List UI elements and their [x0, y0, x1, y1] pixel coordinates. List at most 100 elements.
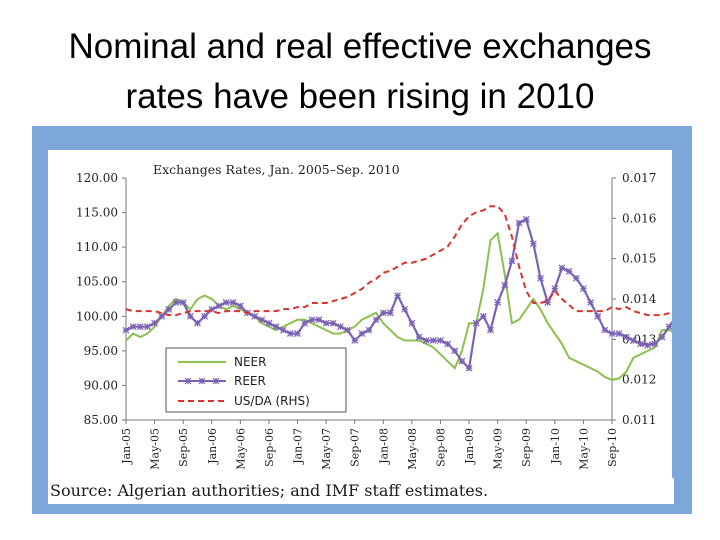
- reer-point: [422, 337, 430, 344]
- left-tick-label: 105.00: [76, 275, 118, 289]
- left-tick-label: 100.00: [76, 309, 118, 323]
- reer-point: [215, 302, 223, 310]
- reer-point: [437, 337, 444, 344]
- reer-point: [487, 326, 494, 334]
- x-tick-label: May-06: [234, 428, 247, 470]
- reer-point: [508, 257, 516, 265]
- legend-usda-label: US/DA (RHS): [234, 394, 310, 408]
- reer-point: [401, 305, 409, 313]
- legend-reer-marker: [184, 377, 192, 385]
- x-tick-label: Sep-08: [434, 428, 447, 467]
- reer-point: [286, 330, 294, 337]
- reer-point: [336, 323, 344, 331]
- left-tick-label: 120.00: [76, 171, 118, 185]
- reer-point: [494, 299, 502, 306]
- reer-point: [379, 309, 387, 317]
- reer-point: [594, 312, 602, 320]
- reer-point: [158, 312, 166, 320]
- reer-point: [587, 299, 594, 306]
- reer-point: [551, 285, 559, 293]
- reer-point: [465, 364, 473, 372]
- reer-point: [387, 309, 394, 317]
- reer-point: [129, 323, 137, 331]
- reer-point: [294, 330, 301, 337]
- chart-title: Exchanges Rates, Jan. 2005–Sep. 2010: [153, 162, 400, 177]
- reer-point: [658, 333, 666, 341]
- reer-point: [344, 326, 351, 334]
- reer-point: [651, 340, 659, 348]
- legend-neer-label: NEER: [234, 355, 266, 369]
- legend-reer-label: REER: [234, 374, 266, 388]
- reer-point: [444, 340, 452, 348]
- reer-point: [272, 323, 280, 331]
- reer-point: [315, 316, 323, 324]
- slide-title-line-1: Nominal and real effective exchanges: [68, 27, 652, 66]
- reer-point: [322, 319, 330, 327]
- reer-point: [501, 281, 509, 289]
- x-tick-label: Sep-05: [177, 428, 190, 467]
- reer-point: [665, 323, 672, 331]
- exchange-rate-chart: 85.00 90.00 95.00 100.00 105.00 110.00 115.00 1…: [76, 162, 672, 470]
- x-tick-label: May-09: [492, 428, 505, 470]
- left-tick-label: 110.00: [76, 240, 118, 254]
- x-tick-label: Jan-08: [377, 428, 390, 465]
- reer-point: [186, 312, 194, 320]
- reer-point: [351, 337, 359, 344]
- left-tick-label: 85.00: [84, 413, 118, 427]
- reer-point: [608, 330, 616, 337]
- chart-panel: 85.00 90.00 95.00 100.00 105.00 110.00 115.00 1…: [48, 150, 672, 478]
- left-tick-label: 115.00: [76, 206, 118, 220]
- reer-point: [429, 337, 437, 344]
- x-tick-label: Sep-06: [263, 428, 276, 467]
- neer-line: [125, 231, 672, 381]
- reer-point: [144, 323, 151, 331]
- reer-point: [522, 216, 530, 223]
- x-tick-label: Sep-09: [520, 428, 533, 467]
- reer-point: [544, 299, 552, 306]
- legend-reer-marker: [198, 377, 206, 385]
- x-tick-label: Jan-07: [292, 428, 305, 465]
- right-tick-label: 0.015: [622, 252, 656, 266]
- x-tick-label: Sep-10: [606, 428, 619, 467]
- x-tick-label: Jan-09: [463, 428, 476, 465]
- right-tick-label: 0.011: [622, 413, 656, 427]
- left-tick-label: 95.00: [84, 344, 118, 358]
- reer-point: [301, 319, 309, 327]
- reer-point: [179, 299, 187, 306]
- reer-point: [579, 285, 587, 293]
- reer-point: [479, 312, 487, 320]
- reer-point: [451, 347, 459, 355]
- reer-point: [365, 326, 373, 334]
- reer-point: [644, 341, 652, 349]
- x-tick-label: May-05: [149, 428, 162, 470]
- reer-point: [279, 326, 287, 334]
- slide-title-line-2: rates have been rising in 2010: [125, 77, 595, 116]
- reer-point: [201, 312, 209, 320]
- reer-point: [258, 316, 266, 324]
- reer-point: [472, 319, 480, 327]
- reer-point: [151, 319, 159, 327]
- reer-point: [194, 319, 201, 327]
- reer-point: [229, 299, 237, 306]
- slide-title: Nominal and real effective exchanges rat…: [0, 22, 720, 122]
- reer-point: [637, 340, 645, 348]
- reer-point: [537, 274, 544, 282]
- reer-point: [601, 326, 609, 334]
- reer-point: [372, 316, 380, 324]
- reer-point: [615, 330, 623, 337]
- x-tick-label: May-10: [577, 428, 590, 470]
- reer-point: [308, 316, 316, 324]
- usda-line: [125, 205, 672, 317]
- reer-point: [358, 330, 366, 337]
- reer-point: [172, 299, 180, 306]
- x-tick-label: Sep-07: [349, 428, 362, 467]
- reer-point: [529, 240, 537, 248]
- x-tick-label: Jan-06: [206, 428, 219, 465]
- reer-point: [630, 337, 637, 344]
- reer-point: [136, 323, 144, 331]
- reer-point: [415, 333, 423, 341]
- legend-reer-marker: [212, 377, 220, 385]
- reer-point: [329, 319, 337, 327]
- right-tick-label: 0.016: [622, 211, 656, 225]
- right-tick-label: 0.012: [622, 373, 656, 387]
